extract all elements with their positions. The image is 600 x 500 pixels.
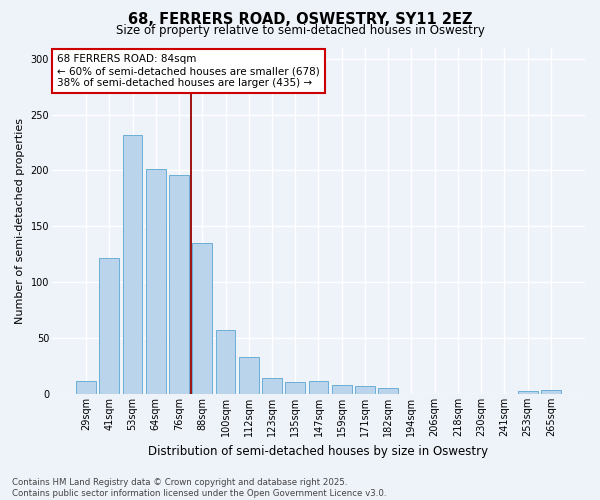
X-axis label: Distribution of semi-detached houses by size in Oswestry: Distribution of semi-detached houses by …	[148, 444, 488, 458]
Bar	[541, 390, 561, 394]
Bar	[262, 378, 282, 394]
Text: 68, FERRERS ROAD, OSWESTRY, SY11 2EZ: 68, FERRERS ROAD, OSWESTRY, SY11 2EZ	[128, 12, 472, 28]
Bar	[518, 390, 538, 394]
Bar	[215, 330, 235, 394]
Text: Contains HM Land Registry data © Crown copyright and database right 2025.
Contai: Contains HM Land Registry data © Crown c…	[12, 478, 386, 498]
Bar	[76, 380, 96, 394]
Bar	[100, 258, 119, 394]
Bar	[169, 175, 189, 394]
Y-axis label: Number of semi-detached properties: Number of semi-detached properties	[15, 118, 25, 324]
Text: Size of property relative to semi-detached houses in Oswestry: Size of property relative to semi-detach…	[116, 24, 484, 37]
Bar	[379, 388, 398, 394]
Bar	[239, 357, 259, 394]
Bar	[193, 243, 212, 394]
Bar	[286, 382, 305, 394]
Bar	[146, 170, 166, 394]
Bar	[308, 380, 328, 394]
Bar	[122, 134, 142, 394]
Bar	[355, 386, 375, 394]
Bar	[332, 385, 352, 394]
Text: 68 FERRERS ROAD: 84sqm
← 60% of semi-detached houses are smaller (678)
38% of se: 68 FERRERS ROAD: 84sqm ← 60% of semi-det…	[57, 54, 320, 88]
